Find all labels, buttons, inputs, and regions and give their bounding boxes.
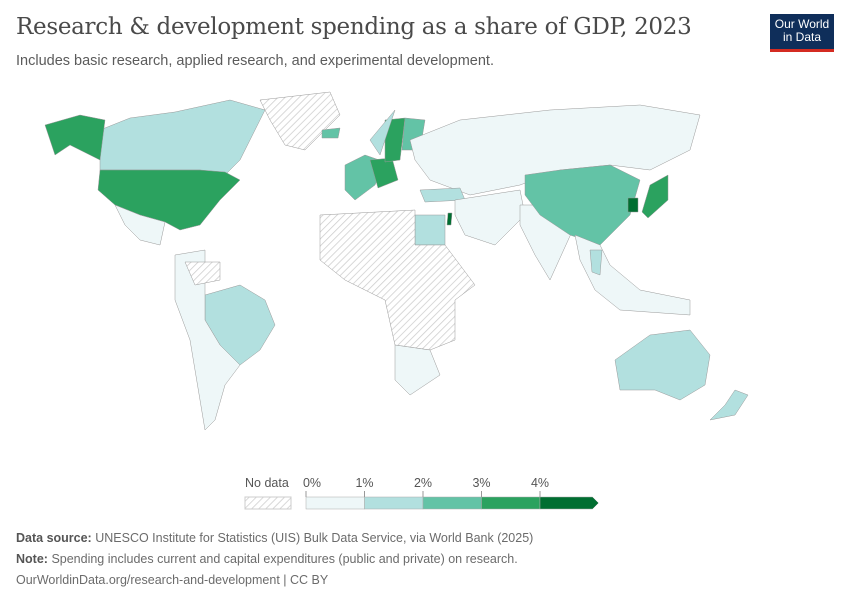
country-russia[interactable]: [409, 104, 701, 196]
country-greenland[interactable]: [259, 91, 341, 151]
source-label: Data source:: [16, 531, 92, 545]
legend-no-data-swatch: [244, 496, 292, 510]
source-url[interactable]: OurWorldinData.org/research-and-developm…: [16, 573, 329, 587]
note-text: Spending includes current and capital ex…: [51, 552, 518, 566]
country-africa-most[interactable]: [319, 209, 476, 351]
country-south-america-other[interactable]: [174, 249, 241, 431]
legend-no-data-label: No data: [245, 476, 289, 490]
legend-bin[interactable]: [305, 496, 365, 510]
country-norway[interactable]: [369, 109, 396, 156]
country-thailand[interactable]: [589, 249, 603, 276]
country-mexico[interactable]: [114, 204, 166, 246]
legend: No data 0% 1% 2% 3% 4%: [0, 470, 850, 510]
chart-subtitle: Includes basic research, applied researc…: [16, 53, 494, 69]
owid-logo[interactable]: Our World in Data: [770, 14, 834, 52]
note-label: Note:: [16, 552, 48, 566]
country-southeast-asia[interactable]: [574, 234, 691, 316]
country-alaska[interactable]: [44, 114, 106, 161]
footer: Data source: UNESCO Institute for Statis…: [16, 528, 533, 591]
country-south-korea[interactable]: [627, 197, 639, 213]
country-egypt[interactable]: [414, 214, 446, 246]
country-iceland[interactable]: [321, 127, 341, 139]
country-australia[interactable]: [614, 329, 711, 401]
country-new-zealand[interactable]: [709, 389, 749, 421]
country-china[interactable]: [524, 164, 641, 246]
legend-bin[interactable]: [481, 496, 541, 510]
country-southern-africa[interactable]: [394, 344, 441, 396]
country-united-states[interactable]: [97, 169, 241, 231]
world-map: [44, 91, 749, 431]
country-middle-east[interactable]: [454, 189, 526, 246]
legend-tick-label: 4%: [531, 476, 549, 490]
legend-tick-label: 2%: [414, 476, 432, 490]
country-japan[interactable]: [641, 174, 669, 219]
country-venezuela[interactable]: [184, 261, 221, 286]
legend-bin[interactable]: [422, 496, 482, 510]
legend-tick-label: 1%: [355, 476, 373, 490]
country-germany[interactable]: [369, 157, 399, 189]
source-text: UNESCO Institute for Statistics (UIS) Bu…: [95, 531, 534, 545]
legend-bin[interactable]: [364, 496, 424, 510]
chart-title: Research & development spending as a sha…: [16, 14, 692, 40]
legend-bin[interactable]: [539, 496, 599, 510]
legend-tick-label: 0%: [303, 476, 321, 490]
country-canada[interactable]: [99, 99, 266, 176]
country-sweden[interactable]: [384, 117, 406, 163]
country-israel[interactable]: [446, 212, 453, 226]
legend-tick-label: 3%: [472, 476, 490, 490]
